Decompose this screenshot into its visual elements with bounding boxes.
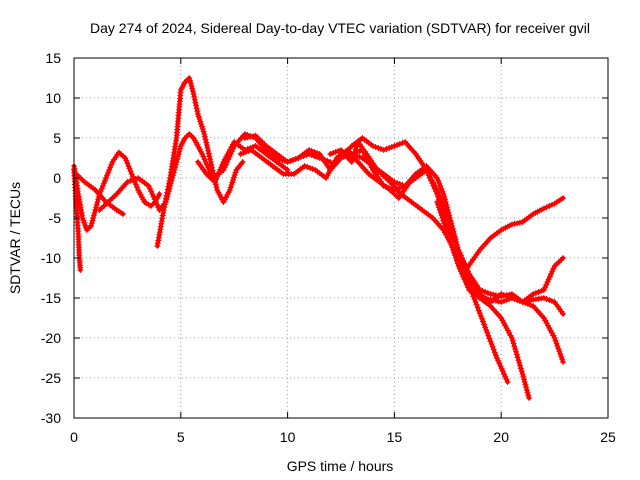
plot-frame [73,57,609,419]
y-tick-label: 10 [45,90,61,106]
axes: 0 5 10 15 20 25 -30 -25 -20 -15 -10 -5 0 5 10 15 [41,50,616,445]
x-tick-label: 25 [600,429,616,445]
x-tick-label: 0 [70,429,78,445]
y-tick-label: -20 [41,330,61,346]
x-tick-label: 20 [493,429,509,445]
series-group [71,75,567,401]
series-markers [466,255,567,305]
x-tick-label: 5 [177,429,185,445]
y-tick-label: 15 [45,50,61,66]
series-13 [459,195,567,277]
y-tick-label: 0 [53,170,61,186]
grid [74,58,608,418]
y-tick-label: -30 [41,410,61,426]
series-5 [154,75,246,249]
series-markers [459,195,567,277]
series-markers [194,139,291,185]
chart-title: Day 274 of 2024, Sidereal Day-to-day VTE… [90,20,590,36]
x-tick-label: 10 [280,429,296,445]
series-14 [466,255,567,305]
x-tick-label: 15 [387,429,403,445]
y-tick-label: -5 [49,210,62,226]
series-markers [154,75,246,249]
y-tick-label: -10 [41,250,61,266]
y-tick-label: 5 [53,130,61,146]
y-tick-label: -25 [41,370,61,386]
series-6 [194,139,291,185]
y-tick-label: -15 [41,290,61,306]
y-axis-label: SDTVAR / TECUs [7,182,23,294]
x-axis-label: GPS time / hours [287,458,394,474]
